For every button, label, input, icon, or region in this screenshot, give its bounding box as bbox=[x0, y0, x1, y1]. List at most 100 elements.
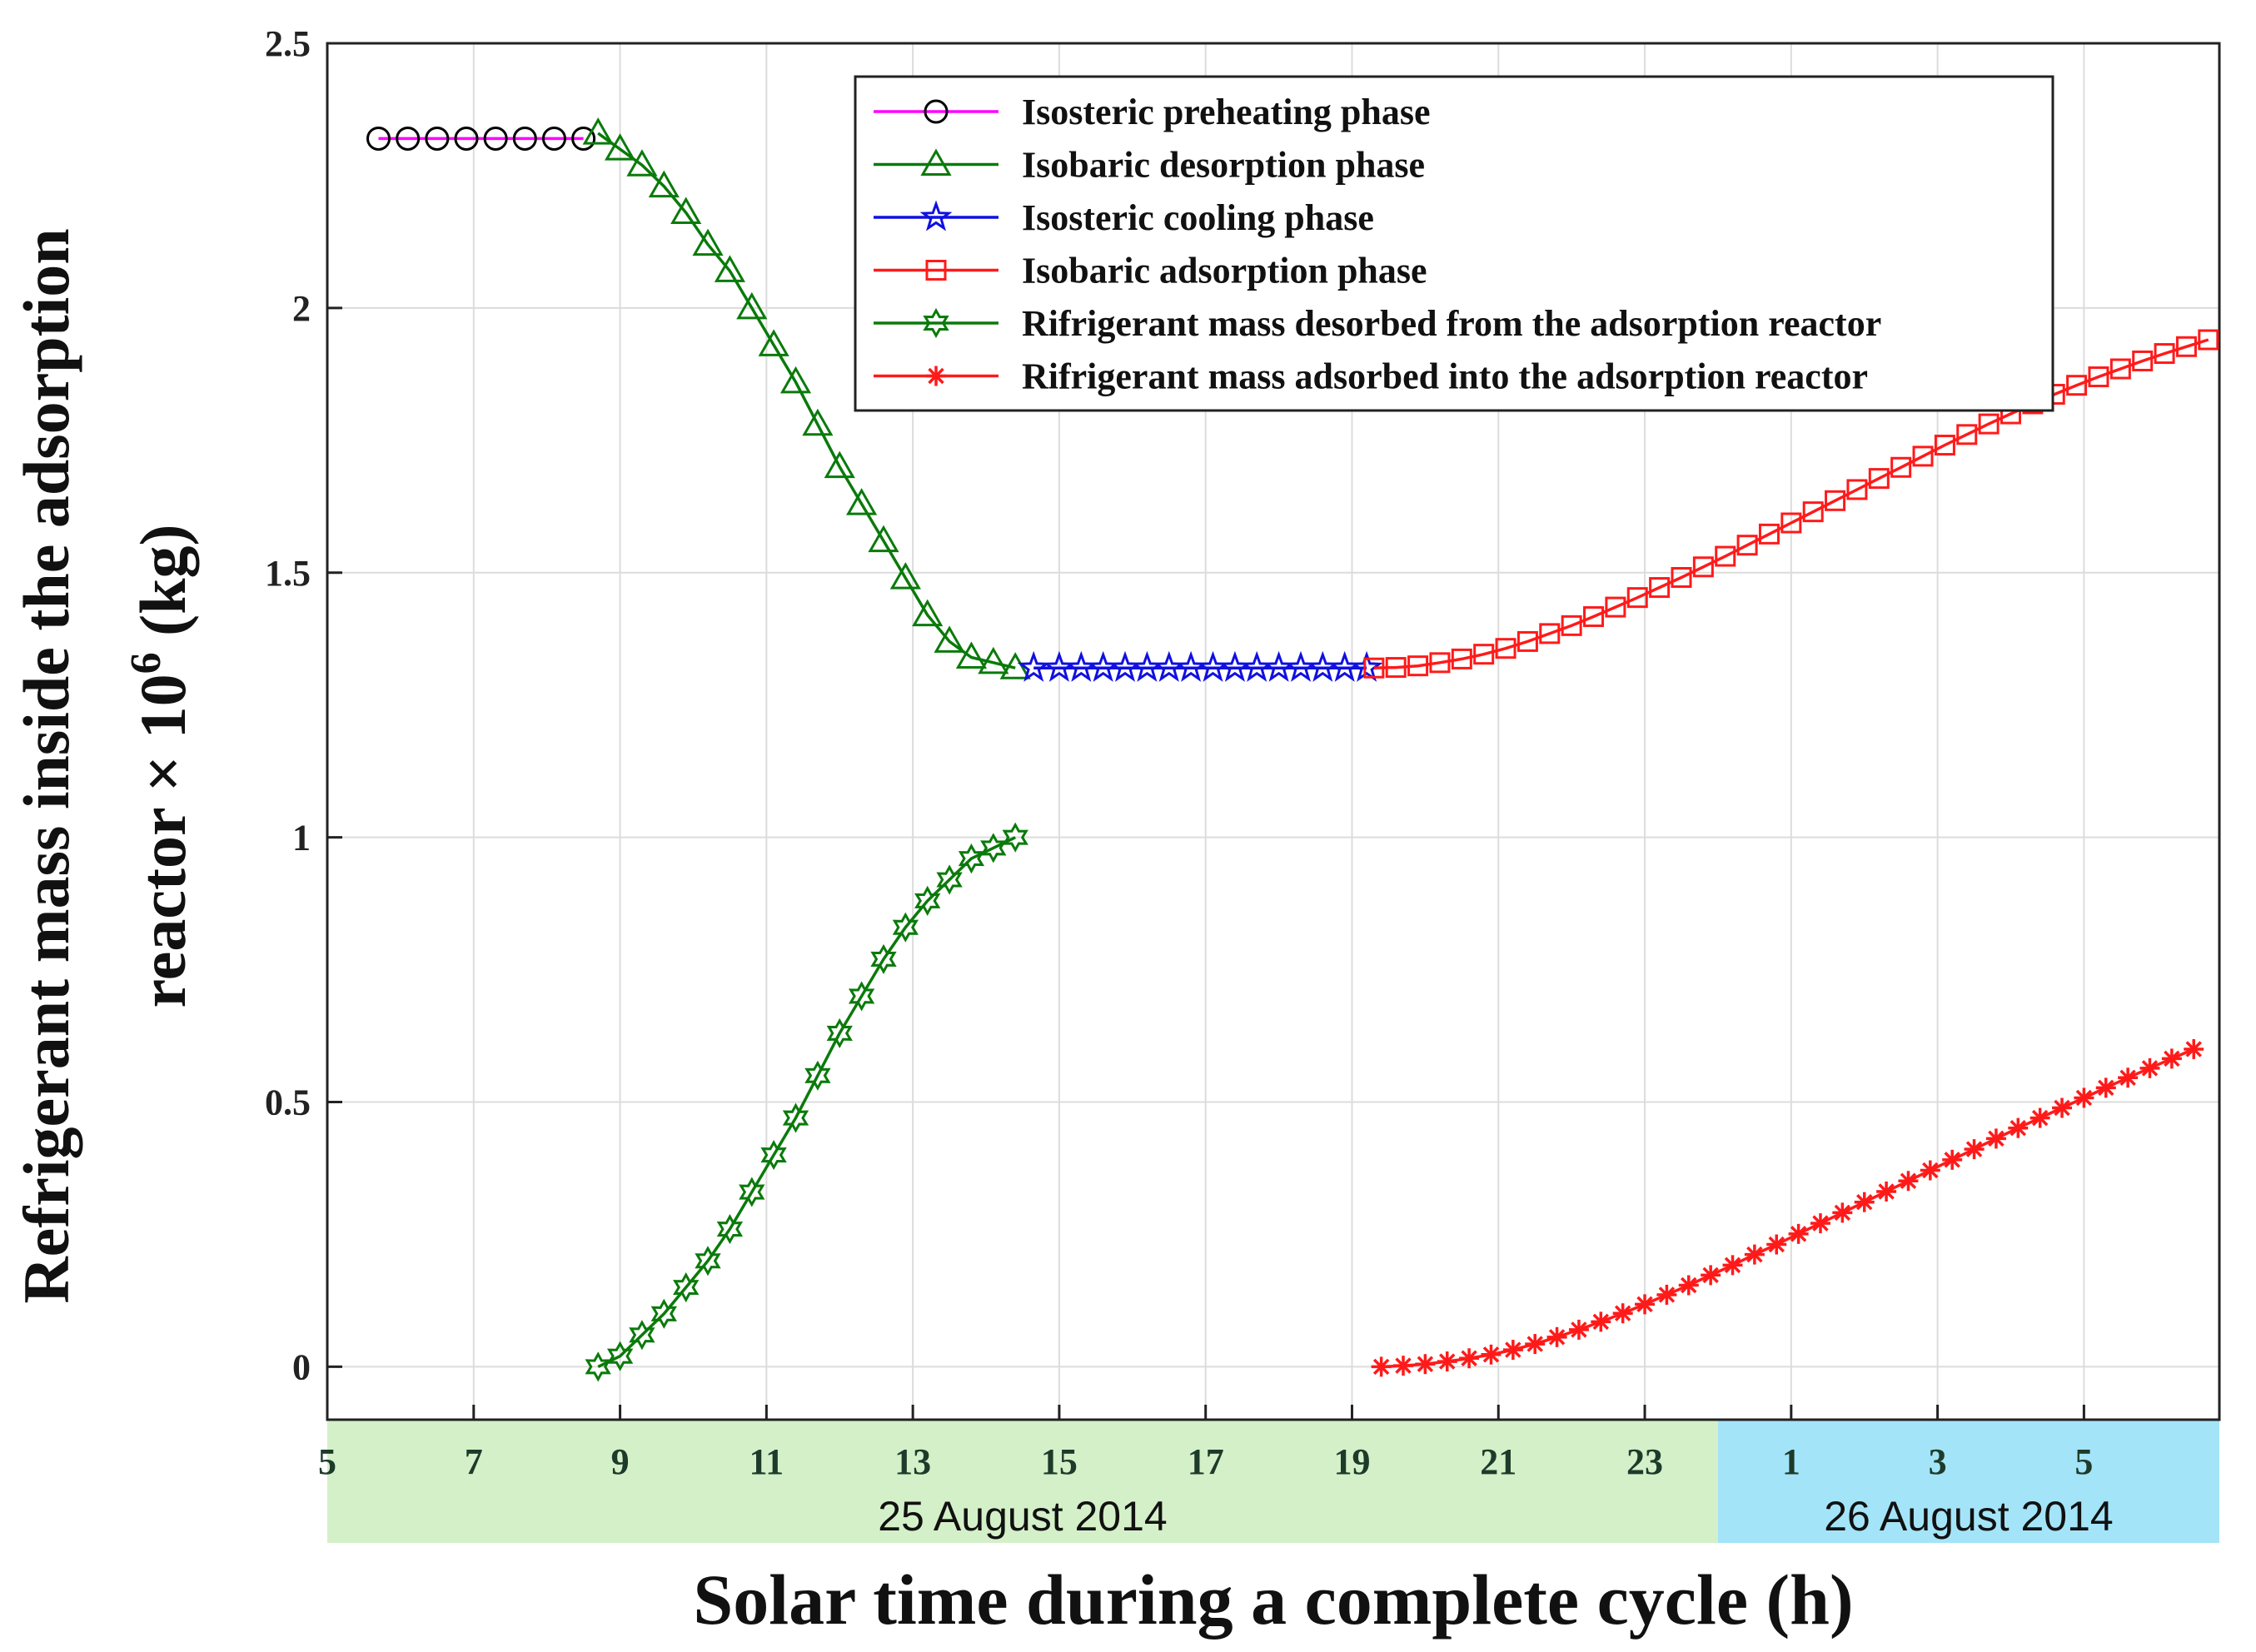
asterisk-stroke bbox=[1988, 1130, 2005, 1147]
data-point bbox=[2154, 343, 2175, 365]
data-point bbox=[2118, 1067, 2139, 1088]
data-point bbox=[1722, 1255, 1743, 1276]
asterisk-stroke bbox=[1526, 1336, 1543, 1352]
data-point bbox=[1701, 1265, 1721, 1286]
legend-marker bbox=[920, 148, 952, 176]
x-tick-label: 9 bbox=[611, 1441, 630, 1482]
x-tick-label: 7 bbox=[465, 1441, 483, 1482]
x-tick-label: 1 bbox=[1782, 1441, 1800, 1482]
data-point bbox=[1912, 445, 1934, 467]
data-point bbox=[1626, 587, 1648, 609]
series-4 bbox=[585, 822, 1028, 1382]
legend-marker bbox=[923, 307, 949, 339]
data-point bbox=[1568, 1319, 1589, 1340]
x-tick-label: 13 bbox=[894, 1441, 931, 1482]
data-point bbox=[1898, 1171, 1919, 1192]
data-point bbox=[1736, 535, 1758, 556]
data-point bbox=[1539, 623, 1561, 644]
asterisk-stroke bbox=[2164, 1050, 2180, 1067]
asterisk-stroke bbox=[1922, 1162, 1939, 1179]
data-point bbox=[826, 1018, 853, 1049]
data-point bbox=[1583, 606, 1605, 628]
data-point bbox=[868, 525, 899, 553]
asterisk-stroke bbox=[2054, 1099, 2070, 1117]
asterisk-stroke bbox=[1548, 1329, 1566, 1346]
legend-box bbox=[854, 75, 2054, 412]
asterisk-stroke bbox=[1592, 1313, 1610, 1331]
asterisk-stroke bbox=[1944, 1152, 1960, 1168]
data-point bbox=[1810, 1213, 1830, 1234]
data-point bbox=[934, 625, 965, 653]
data-point bbox=[1473, 644, 1495, 665]
data-point bbox=[1766, 1234, 1787, 1255]
y-axis-title-prefix: reactor × 10 bbox=[127, 674, 199, 1008]
legend-marker bbox=[926, 366, 946, 386]
data-point bbox=[912, 599, 944, 627]
x-tick-label: 21 bbox=[1480, 1441, 1516, 1482]
series-line-3 bbox=[1373, 338, 2209, 669]
asterisk-stroke bbox=[1614, 1305, 1631, 1321]
data-point bbox=[936, 864, 963, 895]
data-point bbox=[779, 366, 812, 394]
data-point bbox=[2088, 366, 2109, 388]
data-point bbox=[1744, 1244, 1765, 1265]
data-point bbox=[2161, 1048, 2182, 1069]
data-point bbox=[454, 126, 479, 151]
asterisk-stroke bbox=[2141, 1060, 2159, 1077]
data-point bbox=[626, 149, 658, 177]
x-tick-label: 5 bbox=[2074, 1441, 2093, 1482]
asterisk-stroke bbox=[1505, 1341, 1521, 1358]
data-point bbox=[2066, 375, 2088, 396]
data-point bbox=[1371, 1356, 1392, 1377]
asterisk-stroke bbox=[1395, 1357, 1412, 1374]
data-point bbox=[650, 1298, 677, 1329]
data-point bbox=[824, 450, 855, 479]
data-point bbox=[1591, 1311, 1611, 1332]
asterisk-stroke bbox=[1372, 1358, 1390, 1376]
series-line-4 bbox=[597, 836, 1016, 1368]
data-point bbox=[1546, 1326, 1567, 1347]
data-point bbox=[2132, 350, 2154, 371]
data-point bbox=[2175, 336, 2197, 357]
plot-frame bbox=[326, 42, 2221, 1421]
data-point bbox=[2074, 1087, 2094, 1108]
asterisk-stroke bbox=[1856, 1193, 1873, 1211]
data-point bbox=[1715, 545, 1736, 567]
y-tick-label: 1 bbox=[292, 818, 311, 858]
asterisk-stroke bbox=[1878, 1183, 1895, 1200]
series-0 bbox=[366, 126, 596, 151]
data-point bbox=[2095, 1077, 2116, 1098]
data-point bbox=[2184, 1038, 2204, 1059]
data-point bbox=[1890, 456, 1912, 478]
data-point bbox=[1788, 1223, 1809, 1244]
asterisk-stroke bbox=[1768, 1236, 1785, 1253]
data-point bbox=[1942, 1149, 1963, 1170]
data-point bbox=[425, 126, 450, 151]
data-point bbox=[802, 408, 834, 436]
data-point bbox=[758, 329, 789, 356]
asterisk-stroke bbox=[1965, 1141, 1983, 1157]
asterisk-stroke bbox=[1482, 1346, 1500, 1363]
data-point bbox=[1481, 1344, 1502, 1365]
data-point bbox=[1964, 1139, 1985, 1160]
data-point bbox=[1846, 479, 1868, 500]
data-point bbox=[714, 255, 745, 282]
data-point bbox=[870, 943, 897, 975]
y-tick-label: 2.5 bbox=[265, 23, 311, 64]
data-point bbox=[889, 562, 921, 590]
legend-entry-3: Isobaric adsorption phase bbox=[874, 251, 1427, 291]
y-tick-label: 0 bbox=[292, 1346, 311, 1387]
data-point bbox=[1956, 424, 1978, 445]
asterisk-stroke bbox=[2185, 1041, 2202, 1057]
asterisk-stroke bbox=[1834, 1204, 1851, 1222]
legend-marker bbox=[919, 200, 953, 231]
data-point bbox=[978, 646, 1009, 674]
series-5 bbox=[1371, 1038, 2204, 1377]
asterisk-stroke bbox=[1790, 1226, 1807, 1242]
legend-label: Rifrigerant mass adsorbed into the adsor… bbox=[1022, 356, 1868, 397]
data-point bbox=[1407, 655, 1429, 677]
data-point bbox=[1385, 657, 1407, 679]
date-band-1 bbox=[1717, 1420, 2219, 1543]
data-point bbox=[1671, 566, 1692, 588]
